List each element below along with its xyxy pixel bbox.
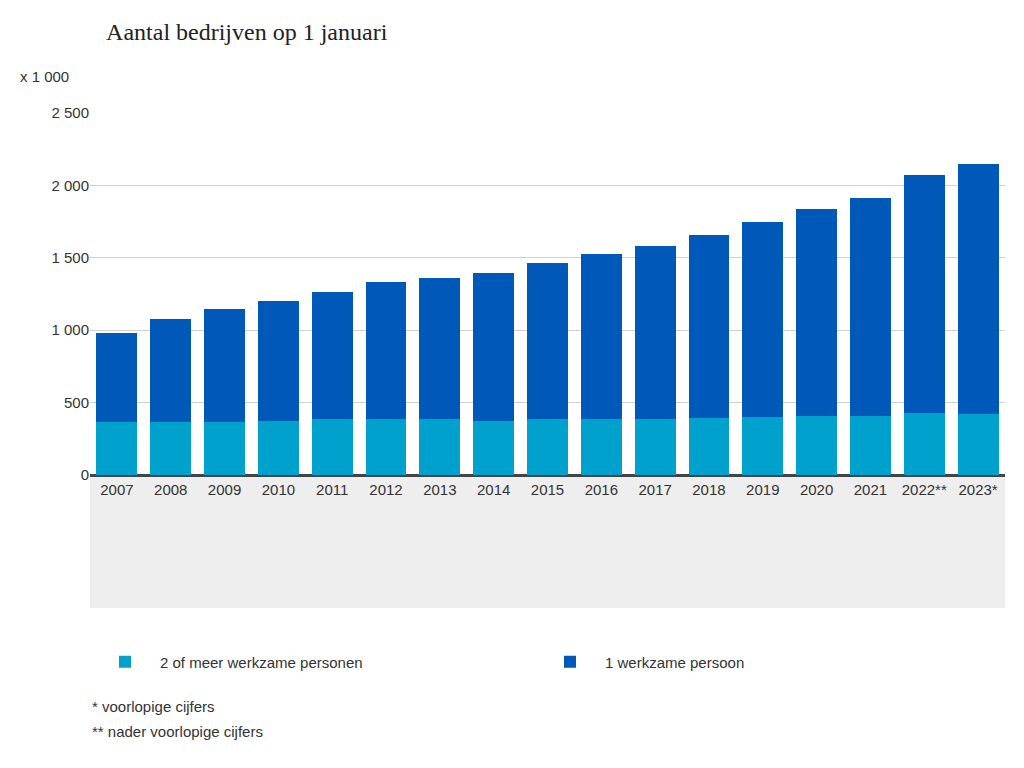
- svg-text:** nader voorlopige cijfers: ** nader voorlopige cijfers: [92, 723, 263, 740]
- svg-text:2 of meer werkzame personen: 2 of meer werkzame personen: [160, 654, 363, 671]
- svg-text:2015: 2015: [531, 481, 564, 498]
- svg-text:2 000: 2 000: [51, 177, 89, 194]
- svg-text:2007: 2007: [100, 481, 133, 498]
- svg-text:2021: 2021: [854, 481, 887, 498]
- svg-text:0: 0: [81, 466, 89, 483]
- svg-text:2014: 2014: [477, 481, 510, 498]
- svg-text:1 werkzame persoon: 1 werkzame persoon: [605, 654, 744, 671]
- svg-text:2023*: 2023*: [958, 481, 997, 498]
- svg-text:500: 500: [64, 394, 89, 411]
- svg-text:2017: 2017: [638, 481, 671, 498]
- svg-text:Aantal bedrijven op 1 januari: Aantal bedrijven op 1 januari: [106, 19, 388, 45]
- svg-text:* voorlopige cijfers: * voorlopige cijfers: [92, 698, 215, 715]
- svg-text:2008: 2008: [154, 481, 187, 498]
- svg-text:2010: 2010: [262, 481, 295, 498]
- svg-text:2016: 2016: [585, 481, 618, 498]
- svg-text:2 500: 2 500: [51, 104, 89, 121]
- svg-text:2012: 2012: [369, 481, 402, 498]
- svg-text:2018: 2018: [692, 481, 725, 498]
- svg-text:1 500: 1 500: [51, 249, 89, 266]
- svg-text:2009: 2009: [208, 481, 241, 498]
- svg-text:2022**: 2022**: [902, 481, 947, 498]
- svg-text:1 000: 1 000: [51, 321, 89, 338]
- svg-text:2011: 2011: [316, 481, 348, 498]
- svg-text:2019: 2019: [746, 481, 779, 498]
- svg-text:2013: 2013: [423, 481, 456, 498]
- svg-text:2020: 2020: [800, 481, 833, 498]
- svg-text:x 1 000: x 1 000: [20, 68, 69, 85]
